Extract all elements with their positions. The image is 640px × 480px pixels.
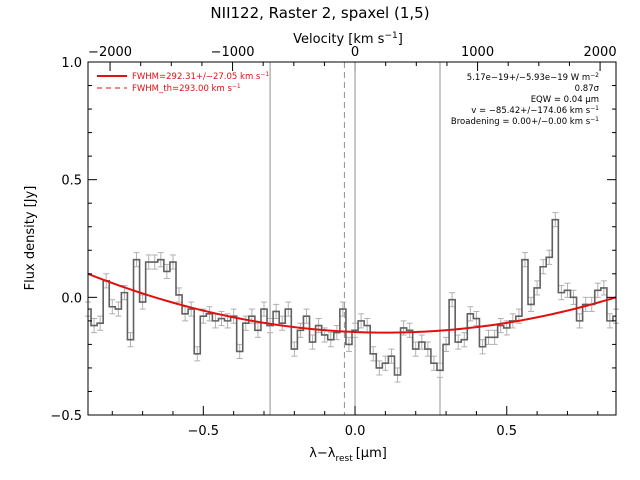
annotation-text-1: 0.87σ <box>575 84 600 94</box>
legend-label-sup-0: −1 <box>260 71 269 78</box>
annotation-line-4: Broadening = 0.00+/−0.00 km s−1 <box>451 116 599 127</box>
annotation-text-4: Broadening = 0.00+/−0.00 km s <box>451 117 591 127</box>
top-axis-label-text: Velocity [km s <box>293 32 385 47</box>
annotation-text-2: EQW = 0.04 μm <box>531 95 599 105</box>
top-axis-label-sup: −1 <box>384 31 397 41</box>
annotation-text-0: 5.17e−19+/−5.93e−19 W m <box>467 73 590 83</box>
fit-curve <box>87 272 617 334</box>
y-tick-label-0: −0.5 <box>50 409 82 424</box>
error-bars <box>85 212 619 383</box>
x-tick-label-1: 0.0 <box>345 424 366 439</box>
legend: FWHM=292.31+/−27.05 km s−1FWHM_th=293.00… <box>97 71 269 94</box>
annotation-line-0: 5.17e−19+/−5.93e−19 W m−2 <box>467 72 599 83</box>
x-axis-label: λ−λrest [μm] <box>309 446 387 464</box>
legend-label-0: FWHM=292.31+/−27.05 km s−1 <box>132 71 269 82</box>
legend-label-text-1: FWHM_th=293.00 km s <box>132 84 232 94</box>
top-axis-label: Velocity [km s−1] <box>293 31 403 47</box>
top-axis-ticks: −2000 −1000 0 1000 2000 <box>88 45 617 71</box>
y-tick-label-1: 0.0 <box>61 291 82 306</box>
x-axis-ticks: −0.5 0.0 0.5 <box>111 406 599 439</box>
y-axis-ticks: −0.5 0.0 0.5 1.0 <box>50 56 616 424</box>
plot-frame <box>87 61 617 416</box>
annotation-sup-0: −2 <box>590 72 599 79</box>
top-tick-label-1: −1000 <box>211 45 255 60</box>
y-tick-label-3: 1.0 <box>61 56 82 71</box>
x-tick-label-2: 0.5 <box>496 424 517 439</box>
annotation-line-2: EQW = 0.04 μm <box>531 95 599 105</box>
reference-lines <box>269 62 441 415</box>
annotation-sup-4: −1 <box>590 116 599 123</box>
legend-label-1: FWHM_th=293.00 km s−1 <box>132 83 241 94</box>
legend-label-text-0: FWHM=292.31+/−27.05 km s <box>132 72 261 82</box>
x-tick-label-0: −0.5 <box>188 424 220 439</box>
top-tick-label-3: 1000 <box>461 45 494 60</box>
annotation-text-3: v = −85.42+/−174.06 km s <box>471 106 590 116</box>
y-tick-label-2: 0.5 <box>61 174 82 189</box>
legend-label-sup-1: −1 <box>232 83 241 90</box>
top-tick-label-4: 2000 <box>584 45 617 60</box>
annotation-line-1: 0.87σ <box>575 84 600 94</box>
annotation-sup-3: −1 <box>590 105 599 112</box>
y-axis-label: Flux density [Jy] <box>23 186 38 291</box>
top-axis-label-close: ] <box>398 32 403 47</box>
top-tick-label-0: −2000 <box>88 45 132 60</box>
x-axis-label-sub: rest <box>335 454 353 464</box>
top-tick-label-2: 0 <box>351 45 359 60</box>
annotation-line-3: v = −85.42+/−174.06 km s−1 <box>471 105 599 116</box>
x-axis-label-text: λ−λ <box>309 446 336 461</box>
chart-title: NII122, Raster 2, spaxel (1,5) <box>210 4 429 22</box>
spectrum-line <box>88 218 616 376</box>
x-axis-label-unit: [μm] <box>356 446 387 461</box>
